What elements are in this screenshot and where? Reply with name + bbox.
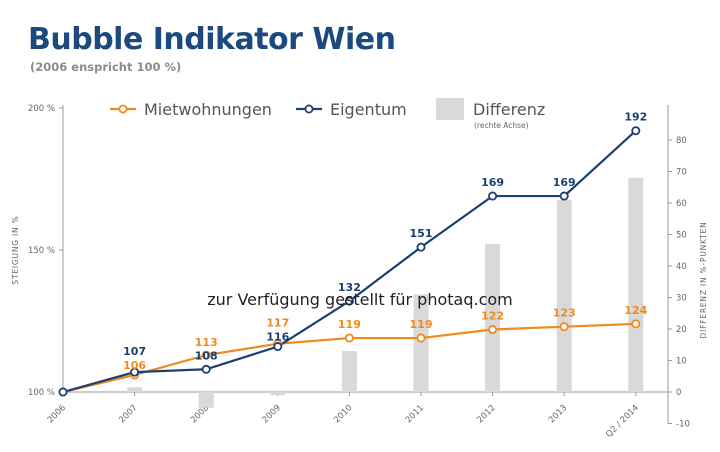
differenz-bar [127,387,143,392]
y-left-tick-label: 100 % [28,388,55,398]
mietwohnungen-data-label: 122 [481,310,504,323]
chart-subtitle: (2006 enspricht 100 %) [30,60,182,74]
y-right-tick-label: 20 [676,325,687,335]
y-right-tick-label: 40 [676,262,687,272]
differenz-bar [270,392,286,396]
eigentum-data-label: 151 [410,227,433,240]
differenz-bar [485,243,501,392]
eigentum-point [559,191,569,201]
mietwohnungen-data-label: 106 [123,359,146,372]
x-tick-label: 2013 [547,403,569,425]
mietwohnungen-data-label: 119 [338,318,361,331]
differenz-bar [341,351,357,392]
y-right-tick-label: 70 [676,168,687,178]
x-tick-label: 2007 [117,403,139,425]
mietwohnungen-point [201,350,211,360]
x-tick-label: Q2 / 2014 [604,403,641,440]
mietwohnungen-point [416,333,426,343]
eigentum-point [344,296,354,306]
y-right-tick-label: 60 [676,199,687,209]
x-tick-label: 2011 [404,403,426,425]
y-right-tick-label: 80 [676,136,687,146]
eigentum-data-label: 116 [266,331,289,344]
eigentum-point [488,191,498,201]
legend-mietwohnungen-label: Mietwohnungen [144,100,272,119]
eigentum-point [273,342,283,352]
legend-eigentum-label: Eigentum [330,100,407,119]
eigentum-data-label: 132 [338,281,361,294]
mietwohnungen-point [344,333,354,343]
mietwohnungen-data-label: 123 [553,307,576,320]
eigentum-point [130,367,140,377]
legend-eigentum-marker [304,104,314,114]
y-left-axis-title: STEIGUNG IN % [11,215,20,284]
differenz-bar [556,199,572,392]
mietwohnungen-point [488,325,498,335]
watermark: zur Verfügung gestellt für photaq.com [207,290,513,309]
y-right-tick-label: 10 [676,357,687,367]
y-right-tick-label: 0 [676,388,681,398]
y-left-tick-label: 150 % [28,246,55,256]
eigentum-point [201,364,211,374]
x-tick-label: 2009 [261,403,283,425]
eigentum-point [631,126,641,136]
y-right-tick-label: 50 [676,231,687,241]
legend-differenz-swatch [436,98,464,120]
eigentum-point [416,242,426,252]
y-right-axis-title: DIFFERENZ IN %-PUNKTEN [699,222,708,339]
mietwohnungen-data-label: 117 [266,317,289,330]
mietwohnungen-data-label: 113 [195,336,218,349]
x-tick-label: 2006 [46,403,68,425]
eigentum-data-label: 169 [481,176,504,189]
x-tick-label: 2012 [475,403,497,425]
legend-differenz-note: (rechte Achse) [474,121,529,130]
differenz-bar [628,177,644,392]
mietwohnungen-point [631,319,641,329]
eigentum-data-label: 192 [624,111,647,124]
eigentum-data-label: 108 [195,349,218,362]
chart-title: Bubble Indikator Wien [28,22,396,57]
legend-differenz-label: Differenz [473,100,545,119]
eigentum-data-label: 169 [553,176,576,189]
x-tick-label: 2010 [332,403,354,425]
y-left-tick-label: 200 % [28,104,55,114]
differenz-bar [198,392,214,408]
mietwohnungen-data-label: 124 [624,304,647,317]
differenz-bar [413,294,429,392]
y-right-tick-label: -10 [676,420,690,430]
eigentum-point [58,387,68,397]
y-right-tick-label: 30 [676,294,687,304]
mietwohnungen-point [559,322,569,332]
eigentum-data-label: 107 [123,345,146,358]
mietwohnungen-data-label: 119 [410,318,433,331]
legend-mietwohnungen-marker [118,104,128,114]
